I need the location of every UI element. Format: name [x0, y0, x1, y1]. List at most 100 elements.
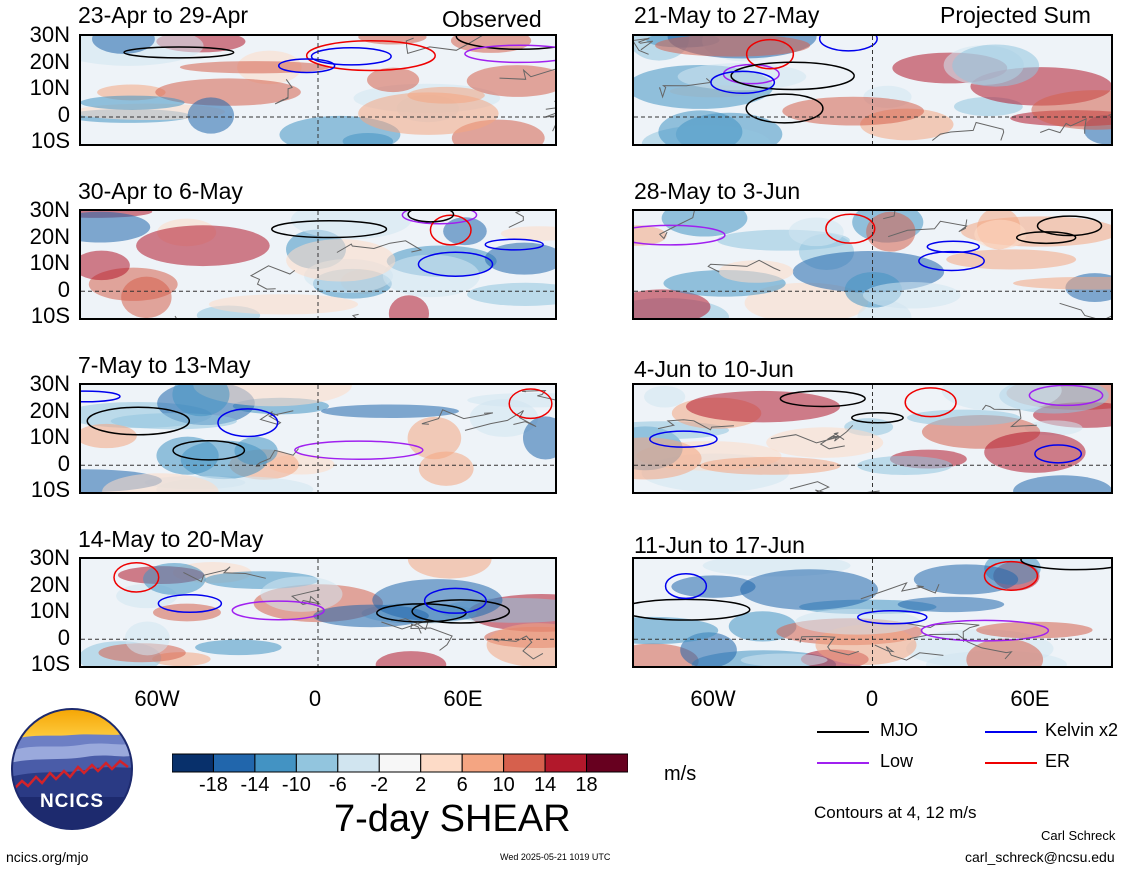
contour-line — [81, 390, 121, 403]
map-panel-5 — [632, 34, 1113, 146]
ytick-label: 0 — [57, 101, 70, 127]
coastline — [860, 581, 940, 600]
shear-anomaly-region — [655, 36, 811, 57]
shear-anomaly-region — [671, 575, 756, 598]
contour-line — [904, 387, 957, 418]
colorbar-swatch — [171, 753, 214, 773]
ytick-label: 10S — [30, 128, 70, 153]
shear-anomaly-region — [952, 44, 1040, 87]
contour-line — [401, 211, 478, 225]
shear-anomaly-region — [372, 579, 503, 622]
shear-anomaly-region — [862, 281, 961, 309]
shear-anomaly-region — [974, 219, 1027, 250]
contour-line — [429, 214, 472, 246]
colorbar-tick-label: -6 — [328, 774, 347, 796]
colorbar-swatch — [461, 753, 505, 773]
contour-line — [1036, 215, 1103, 237]
contour-line — [1020, 559, 1111, 571]
contour-line — [634, 224, 726, 246]
map-panel-2 — [79, 209, 557, 320]
contour-line — [634, 598, 751, 621]
coastline — [249, 265, 296, 290]
shear-anomaly-region — [976, 621, 1093, 639]
coastline — [789, 481, 880, 492]
legend-low-label: Low — [880, 751, 914, 771]
contour-line — [423, 587, 487, 614]
shear-anomaly-region — [121, 276, 172, 318]
shear-anomaly-region — [450, 36, 532, 53]
legend-mjo-label: MJO — [880, 720, 918, 740]
coastline — [521, 389, 555, 401]
shear-anomaly-region — [407, 416, 462, 460]
shear-anomaly-region — [367, 67, 420, 93]
contour-line — [508, 388, 553, 420]
observed-header: Observed — [442, 6, 542, 32]
contour-line — [1034, 444, 1083, 464]
panel-title-7: 4-Jun to 10-Jun — [634, 356, 794, 382]
contour-line — [411, 599, 511, 624]
coastline — [931, 121, 1005, 141]
colorbar-swatch — [337, 753, 380, 773]
source-url[interactable]: ncics.org/mjo — [6, 849, 89, 865]
contour-line — [407, 211, 455, 223]
ytick-label: 0 — [57, 276, 70, 302]
shear-anomaly-region — [913, 564, 1019, 595]
shear-anomaly-region — [467, 282, 555, 306]
shear-anomaly-region — [172, 385, 230, 417]
coastline — [421, 409, 494, 425]
timestamp: Wed 2025-05-21 1019 UTC — [500, 852, 611, 862]
colorbar-swatch — [254, 753, 297, 773]
coastline — [259, 410, 294, 426]
colorbar-tick-label: -2 — [370, 774, 389, 796]
shear-anomaly-region — [523, 416, 555, 460]
shear-anomaly-region — [788, 217, 844, 247]
coastline — [827, 424, 854, 442]
contour-note: Contours at 4, 12 m/s — [814, 803, 977, 822]
shear-anomaly-region — [143, 562, 206, 595]
shear-anomaly-region — [1013, 276, 1111, 290]
ytick-label: 0 — [57, 450, 70, 476]
contour-line — [277, 58, 336, 74]
colorbar-tick-label: 10 — [492, 774, 515, 796]
shear-anomaly-region — [81, 250, 130, 281]
contour-line — [920, 619, 1050, 642]
coastline — [982, 404, 1037, 428]
shear-anomaly-region — [740, 653, 828, 666]
shear-anomaly-region — [1031, 90, 1111, 130]
shear-anomaly-region — [486, 623, 555, 666]
coastline — [634, 37, 654, 55]
shear-anomaly-region — [500, 226, 555, 241]
shear-anomaly-region — [358, 36, 427, 45]
shear-anomaly-region — [795, 608, 920, 635]
author-email[interactable]: carl_schreck@ncsu.edu — [965, 849, 1115, 865]
coastline — [544, 100, 555, 118]
shear-anomaly-region — [897, 596, 1005, 613]
contour-line — [779, 390, 866, 408]
contour-line — [926, 240, 980, 254]
colorbar-swatch — [420, 753, 463, 773]
coastline — [658, 211, 695, 240]
contour-line — [86, 406, 191, 436]
coastline — [410, 623, 453, 651]
colorbar-swatch — [295, 753, 339, 773]
shear-anomaly-region — [634, 225, 667, 246]
shear-anomaly-region — [208, 294, 359, 315]
panel-title-6: 28-May to 3-Jun — [634, 178, 801, 204]
contour-line — [825, 213, 876, 244]
colorbar-tick-label: -18 — [199, 774, 228, 796]
coastline — [336, 240, 423, 253]
shear-anomaly-region — [634, 437, 702, 480]
xtick-60e-left: 60E — [443, 686, 483, 711]
shear-anomaly-region — [358, 92, 499, 135]
shear-anomaly-region — [321, 404, 459, 418]
ytick-label: 30N — [29, 22, 70, 47]
shear-anomaly-region — [407, 86, 485, 104]
shear-anomaly-region — [382, 254, 480, 298]
contour-line — [484, 238, 544, 251]
coastline — [883, 211, 896, 220]
shear-anomaly-region — [407, 559, 492, 579]
ncics-logo: NCICS — [10, 707, 134, 831]
coastline — [499, 68, 555, 80]
shear-anomaly-region — [1013, 475, 1111, 492]
panel-title-4: 14-May to 20-May — [78, 526, 264, 552]
